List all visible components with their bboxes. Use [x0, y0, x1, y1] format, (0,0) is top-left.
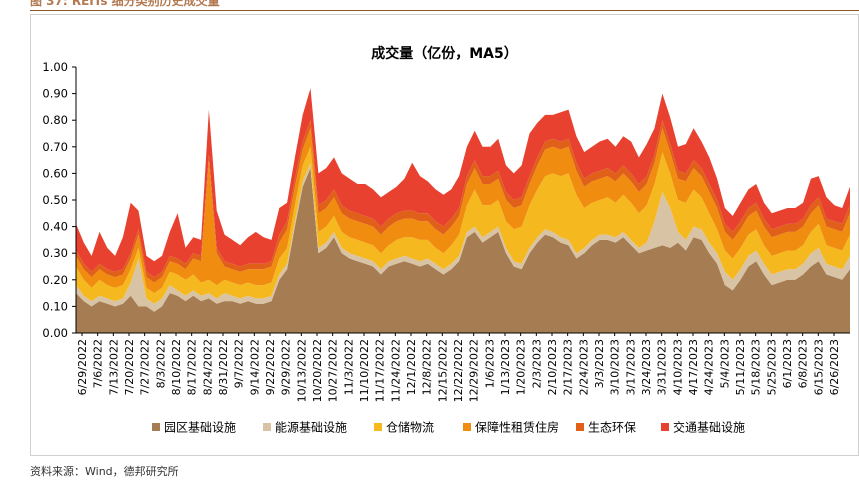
y-tick-label: 0.50 [42, 193, 68, 207]
y-tick-label: 0.40 [42, 220, 68, 234]
source-note: 资料来源：Wind，德邦研究所 [30, 465, 179, 478]
x-tick-label: 9/29/2022 [280, 339, 293, 395]
x-tick-label: 10/13/2022 [295, 339, 308, 402]
x-tick-label: 12/15/2022 [436, 339, 449, 402]
x-tick-label: 11/10/2022 [358, 339, 371, 402]
x-tick-label: 8/3/2022 [154, 339, 167, 388]
y-tick-label: 1.00 [42, 60, 68, 74]
x-tick-label: 4/24/2023 [703, 339, 716, 395]
x-tick-label: 8/31/2022 [217, 339, 230, 395]
x-tick-label: 2/24/2023 [577, 339, 590, 395]
x-tick-label: 9/14/2022 [248, 339, 261, 395]
y-tick-label: 0.00 [42, 326, 68, 340]
x-tick-label: 7/6/2022 [92, 339, 105, 388]
x-tick-label: 1/20/2023 [515, 339, 528, 395]
y-tick-label: 0.60 [42, 166, 68, 180]
x-tick-label: 3/10/2023 [609, 339, 622, 395]
x-tick-label: 10/27/2022 [327, 339, 340, 402]
x-tick-label: 9/22/2022 [264, 339, 277, 395]
x-tick-label: 3/24/2023 [640, 339, 653, 395]
x-tick-label: 4/17/2023 [687, 339, 700, 395]
x-tick-label: 10/20/2022 [311, 339, 324, 402]
y-tick-label: 0.80 [42, 113, 68, 127]
area-series-3 [76, 128, 850, 294]
legend-label: 生态环保 [588, 421, 636, 435]
x-tick-label: 7/27/2022 [139, 339, 152, 395]
x-tick-label: 5/11/2023 [734, 339, 747, 395]
legend-label: 能源基础设施 [275, 421, 347, 435]
figure-header: 图 37: REITs 细分类别历史成交量 [30, 0, 859, 11]
x-tick-label: 2/17/2023 [562, 339, 575, 395]
x-tick-label: 5/18/2023 [750, 339, 763, 395]
legend-label: 园区基础设施 [164, 421, 236, 435]
x-tick-label: 8/10/2022 [170, 339, 183, 395]
chart-title: 成交量（亿份，MA5） [371, 46, 518, 62]
x-tick-label: 5/4/2023 [718, 339, 731, 388]
legend-label: 保障性租赁住房 [475, 420, 559, 435]
x-tick-label: 3/17/2023 [624, 339, 637, 395]
x-tick-label: 8/17/2022 [186, 339, 199, 395]
x-tick-label: 5/25/2023 [765, 339, 778, 395]
x-tick-label: 6/29/2022 [76, 339, 89, 395]
x-tick-label: 2/10/2023 [546, 339, 559, 395]
figure-caption: 图 37: REITs 细分类别历史成交量 [30, 0, 220, 8]
x-tick-label: 11/3/2022 [342, 339, 355, 395]
y-tick-label: 0.10 [42, 299, 68, 313]
legend-label: 仓储物流 [386, 420, 434, 435]
legend-swatch [263, 423, 271, 431]
x-tick-label: 12/29/2022 [468, 339, 481, 402]
legend-label: 交通基础设施 [673, 420, 745, 435]
y-tick-label: 0.30 [42, 246, 68, 260]
x-tick-label: 6/26/2023 [828, 339, 841, 395]
x-tick-label: 6/8/2023 [797, 339, 810, 388]
x-tick-label: 11/24/2022 [389, 339, 402, 402]
area-series-2 [76, 146, 850, 304]
legend-swatch [576, 423, 584, 431]
x-tick-label: 12/8/2022 [421, 339, 434, 395]
x-tick-label: 6/1/2023 [781, 339, 794, 388]
x-tick-label: 6/15/2023 [812, 339, 825, 395]
legend-swatch [463, 423, 471, 431]
area-series-5 [76, 88, 850, 278]
x-tick-label: 3/3/2023 [593, 339, 606, 388]
legend-swatch [374, 423, 382, 431]
x-tick-label: 7/13/2022 [107, 339, 120, 395]
x-tick-label: 1/6/2023 [483, 339, 496, 388]
x-tick-label: 1/13/2023 [499, 339, 512, 395]
x-tick-label: 12/22/2022 [452, 339, 465, 402]
x-tick-label: 7/20/2022 [123, 339, 136, 395]
legend-swatch [152, 423, 160, 431]
area-series-0 [76, 168, 850, 333]
y-tick-label: 0.70 [42, 140, 68, 154]
area-series-1 [76, 162, 850, 312]
y-tick-label: 0.90 [42, 87, 68, 101]
x-tick-label: 11/17/2022 [374, 339, 387, 402]
x-tick-label: 8/24/2022 [201, 339, 214, 395]
x-tick-label: 9/7/2022 [233, 339, 246, 388]
x-tick-label: 4/10/2023 [671, 339, 684, 395]
x-tick-label: 12/1/2022 [405, 339, 418, 395]
y-tick-label: 0.20 [42, 273, 68, 287]
x-tick-label: 2/3/2023 [530, 339, 543, 388]
legend-swatch [661, 423, 669, 431]
x-tick-label: 3/31/2023 [656, 339, 669, 395]
